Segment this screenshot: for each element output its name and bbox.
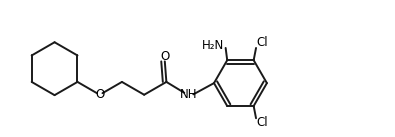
- Text: O: O: [160, 50, 169, 63]
- Text: Cl: Cl: [257, 35, 269, 48]
- Text: O: O: [95, 88, 104, 101]
- Text: Cl: Cl: [257, 116, 269, 129]
- Text: NH: NH: [180, 88, 198, 101]
- Text: H₂N: H₂N: [202, 39, 224, 52]
